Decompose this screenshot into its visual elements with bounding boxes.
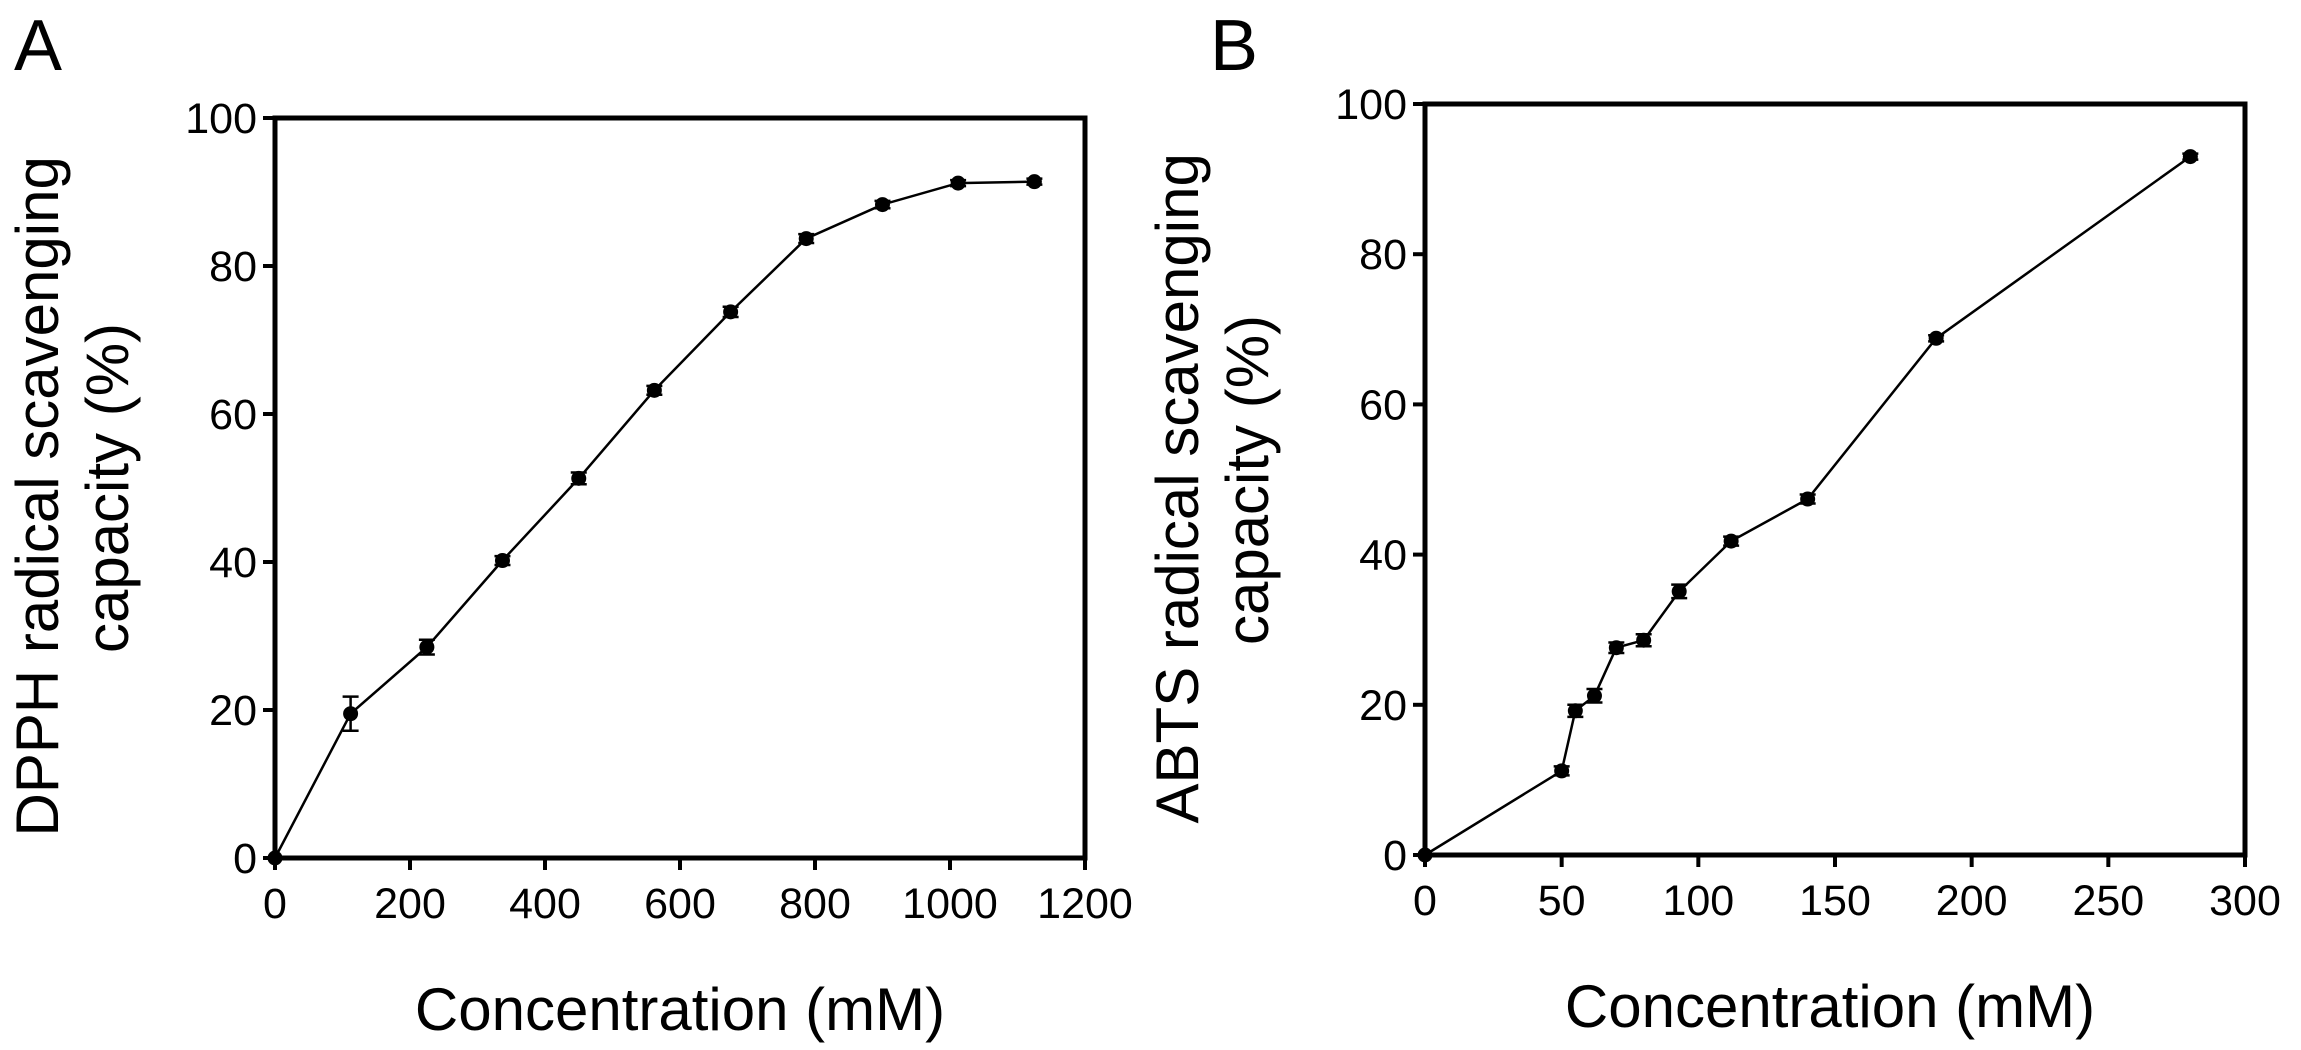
panel-b-data-point [1723, 533, 1739, 549]
panel-b-y-tick-label: 20 [1359, 682, 1407, 730]
panel-a-data-point [646, 382, 662, 398]
panel-a-data-point [875, 197, 890, 213]
panel-b-y-tick-label: 100 [1335, 81, 1407, 129]
panel-b: B 0 50 100 150 200 250 300 0 20 40 60 80 100 Concent… [1144, 6, 2281, 1040]
panel-a-x-tick-label: 0 [263, 880, 287, 928]
panel-b-data-point [1567, 703, 1583, 719]
panel-b-data-point [2182, 149, 2198, 165]
panel-b-data-point [1800, 491, 1816, 507]
panel-b-series [1417, 149, 2199, 863]
panel-b-y-axis-title-line-1: ABTS radical scavenging [1144, 153, 1211, 823]
panel-b-x-tick-label: 100 [1662, 877, 1734, 925]
panel-a-y-tick-label: 60 [209, 391, 257, 439]
panel-b-x-tick-label: 0 [1413, 877, 1437, 925]
panel-b-data-point [1671, 583, 1687, 599]
panel-b-y-tick-label: 0 [1383, 832, 1407, 880]
panel-b-y-tick-label: 60 [1359, 381, 1407, 429]
panel-b-data-point [1554, 763, 1570, 779]
panel-a-y-tick-label: 40 [209, 539, 257, 587]
panel-a-y-axis-title: DPPH radical scavenging capacity (%) [4, 139, 141, 836]
panel-a-y-tick-label: 100 [185, 95, 257, 143]
panel-a-data-point [1026, 174, 1042, 190]
panel-a: A 0 200 400 600 800 1000 1200 0 20 40 60 80 100 Conc… [4, 6, 1133, 1043]
panel-b-y-axis-title-line-2: capacity (%) [1214, 315, 1281, 645]
panel-b-axes: 0 50 100 150 200 250 300 0 20 40 60 80 100 [1335, 81, 2281, 925]
panel-a-data-point [343, 706, 359, 722]
panel-a-axes: 0 200 400 600 800 1000 1200 0 20 40 60 80 100 [185, 95, 1133, 928]
panel-a-data-point [571, 470, 587, 486]
panel-a-series [267, 174, 1043, 866]
panel-b-data-point [1417, 847, 1433, 863]
panel-b-x-tick-label: 150 [1799, 877, 1871, 925]
panel-a-x-tick-label: 600 [644, 880, 716, 928]
panel-b-x-axis-title: Concentration (mM) [1565, 973, 2095, 1040]
panel-a-y-tick-label: 20 [209, 687, 257, 735]
panel-a-x-tick-label: 400 [509, 880, 581, 928]
panel-a-data-point [419, 639, 435, 655]
panel-a-x-tick-label: 1000 [902, 880, 998, 928]
panel-b-x-tick-label: 300 [2209, 877, 2281, 925]
panel-a-y-axis-title-line-2: capacity (%) [74, 323, 141, 653]
panel-a-plot-frame [272, 115, 1088, 861]
panel-a-data-point [798, 231, 814, 247]
panel-b-data-point [1586, 688, 1602, 704]
panel-b-letter: B [1210, 6, 1258, 86]
panel-a-series-line [273, 180, 1035, 859]
panel-b-x-tick-label: 200 [1936, 877, 2008, 925]
panel-a-letter: A [14, 6, 62, 86]
panel-a-x-tick-label: 1200 [1037, 880, 1133, 928]
panel-b-x-tick-label: 250 [2072, 877, 2144, 925]
panel-b-x-tick-label: 50 [1538, 877, 1586, 925]
panel-a-data-point [494, 553, 510, 569]
panel-a-data-point [723, 304, 739, 320]
panel-b-data-point [1636, 632, 1652, 648]
panel-a-y-tick-label: 0 [233, 835, 257, 883]
panel-a-x-tick-label: 800 [779, 880, 851, 928]
panel-b-y-tick-label: 40 [1359, 532, 1407, 580]
panel-a-y-tick-label: 80 [209, 243, 257, 291]
panel-a-x-tick-label: 200 [374, 880, 446, 928]
panel-b-y-tick-label: 80 [1359, 231, 1407, 279]
panel-a-x-axis-title: Concentration (mM) [415, 976, 945, 1043]
panel-b-plot-frame [1422, 101, 2248, 858]
panel-a-data-point [950, 175, 966, 191]
panel-a-data-point [267, 850, 283, 866]
panel-b-data-point [1928, 330, 1944, 346]
panel-b-y-axis-title: ABTS radical scavenging capacity (%) [1144, 136, 1281, 823]
panel-b-data-point [1608, 640, 1624, 656]
panel-a-y-axis-title-line-1: DPPH radical scavenging [4, 156, 71, 836]
